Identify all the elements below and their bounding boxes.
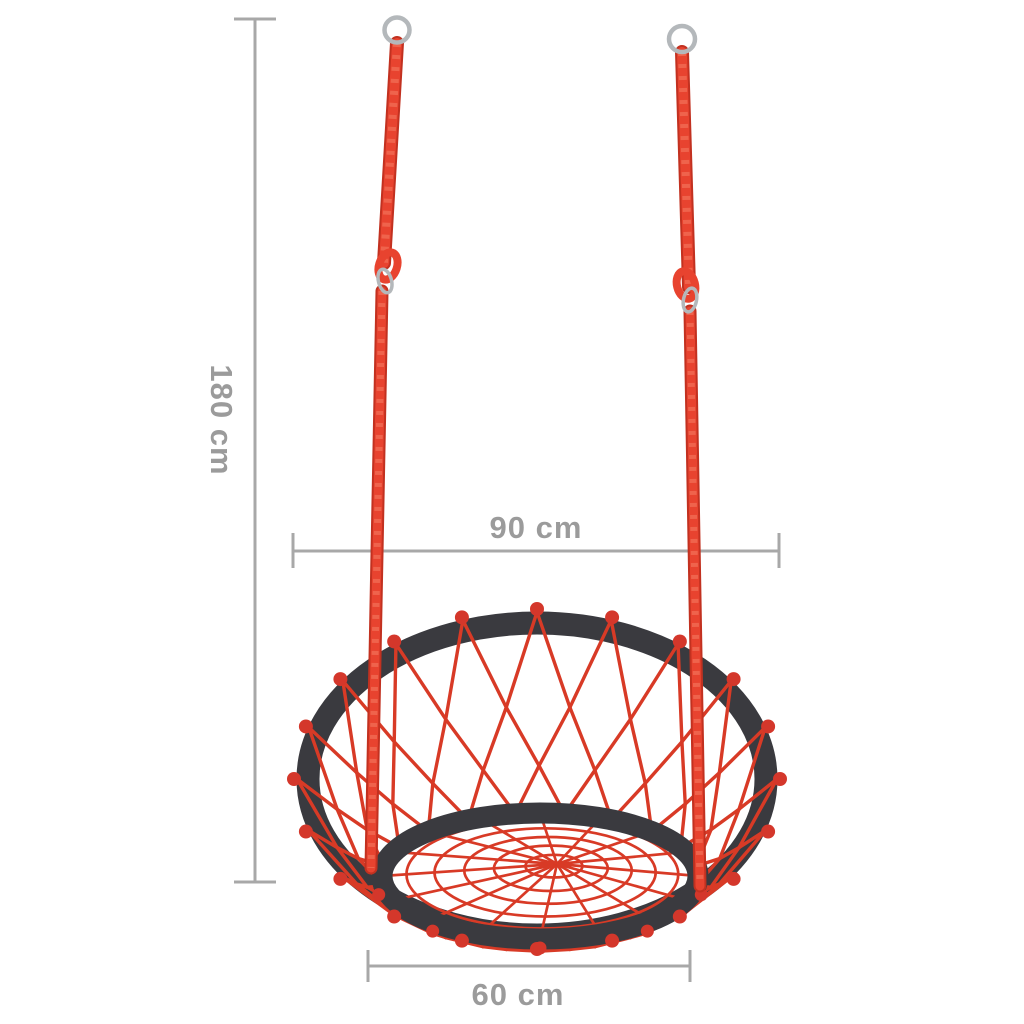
rope-right-upper-core [677,47,694,292]
rope-left-connector-link [376,267,394,295]
rope-left-lower-twist [367,290,386,869]
rope-left [364,36,404,875]
hanging-ring-right [666,23,698,55]
hanging-ring-left [382,15,412,45]
rope-right-knot-loop [672,267,700,303]
swing-assembly [287,15,787,956]
dimension-height: 180 cm [204,17,276,884]
dimension-seat-width: 60 cm [366,950,692,1012]
seat-width-dimension-label: 60 cm [472,977,565,1012]
rope-right-lower-core [685,306,705,891]
rope-left-upper-twist [380,42,401,264]
spider-web-seat [381,812,699,940]
rope-right [672,45,707,893]
height-dimension-label: 180 cm [204,364,239,475]
rope-right-connector-link [681,286,699,314]
ring-width-dimension-label: 90 cm [490,510,583,545]
rope-right-upper-twist [678,51,693,288]
dimension-ring-width: 90 cm [291,510,781,568]
rope-left-knot-loop [374,248,402,284]
net-knot-knobs [287,602,787,956]
